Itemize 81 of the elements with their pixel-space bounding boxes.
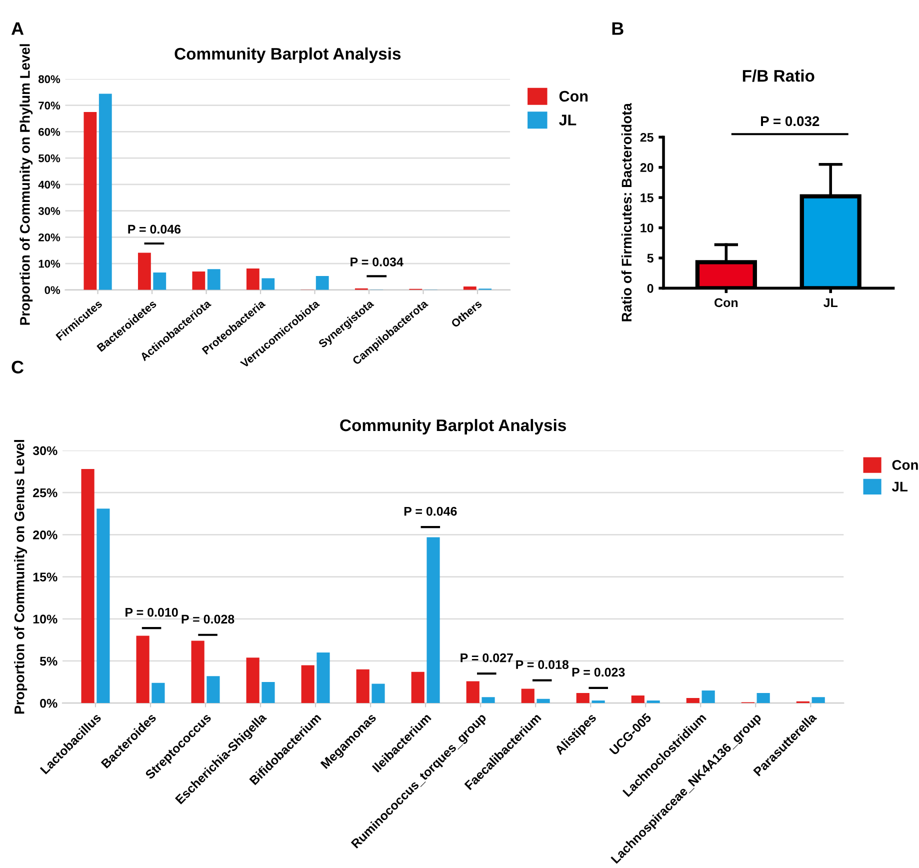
y-tick-label: 50%	[38, 154, 60, 162]
annotation: P = 0.027	[460, 653, 513, 662]
annotation: P = 0.034	[350, 257, 404, 266]
annotation: P = 0.046	[128, 224, 181, 234]
annotation: P = 0.023	[572, 668, 625, 677]
bar	[702, 690, 715, 704]
bar	[316, 276, 329, 290]
text: B	[612, 22, 624, 35]
y-tick-label: 70%	[38, 102, 60, 110]
y-tick-label: 10	[640, 224, 654, 232]
bar	[207, 269, 220, 290]
bar	[262, 278, 275, 290]
y-tick-label: 20	[640, 163, 654, 172]
legend-label: JL	[892, 482, 908, 492]
x-tick-label: Con	[714, 298, 738, 308]
y-tick-label: 40%	[38, 180, 60, 189]
y-tick-label: 30%	[38, 207, 60, 215]
text: P = 0.032	[761, 116, 820, 126]
y-tick-label: 5	[647, 254, 654, 263]
x-tick-label: JL	[824, 298, 838, 308]
bar	[153, 272, 166, 290]
bar	[686, 698, 700, 704]
bar	[576, 692, 590, 704]
bar	[84, 112, 97, 290]
bar	[466, 681, 480, 704]
bar	[192, 271, 206, 290]
y-axis-title: Proportion of Community on Genus Level	[14, 440, 28, 714]
bar	[356, 669, 370, 704]
bar	[812, 697, 825, 704]
y-tick-label: 15	[640, 193, 654, 202]
bar	[191, 640, 204, 704]
y-tick-label: 25	[640, 132, 654, 142]
y-tick-label: 0	[647, 284, 654, 293]
y-tick-label: 20%	[38, 233, 60, 242]
y-tick-label: 15%	[33, 572, 58, 582]
y-tick-label: 80%	[38, 75, 60, 84]
annotation: P = 0.046	[404, 506, 457, 516]
y-tick-label: 25%	[33, 488, 58, 498]
y-tick-label: 30%	[32, 446, 58, 456]
bar	[316, 652, 330, 704]
bar	[482, 697, 495, 704]
y-tick-label: 10%	[33, 614, 58, 624]
chart-title: F/B Ratio	[742, 70, 814, 82]
annotation: P = 0.028	[182, 614, 234, 624]
bar	[411, 672, 424, 704]
bar	[152, 682, 165, 704]
y-tick-label: 5%	[40, 656, 58, 666]
text: A	[11, 22, 24, 35]
bar	[246, 658, 260, 704]
y-tick-label: 0%	[40, 698, 58, 708]
bar	[136, 636, 150, 704]
y-tick-label: 60%	[38, 128, 60, 136]
y-axis-title: Ratio of Firmicutes: Bacteroidota	[621, 102, 632, 322]
y-tick-label: 10%	[38, 260, 60, 268]
bar	[262, 682, 275, 704]
text: C	[12, 360, 24, 374]
annotation: P = 0.010	[126, 608, 178, 617]
bar	[592, 700, 605, 704]
annotation: P = 0.018	[516, 660, 569, 670]
bar	[536, 698, 550, 704]
bar	[426, 537, 440, 704]
bar	[206, 676, 220, 704]
bar	[301, 665, 314, 704]
bar	[96, 508, 110, 704]
bar	[631, 696, 644, 704]
y-tick-label: 20%	[33, 530, 58, 540]
bar	[521, 688, 534, 704]
bar	[138, 252, 151, 290]
bar	[756, 692, 770, 704]
legend-label: JL	[559, 114, 576, 126]
bar	[372, 684, 385, 704]
bar	[646, 700, 660, 704]
bar	[246, 268, 260, 290]
legend-label: Con	[559, 90, 588, 102]
y-axis-title: Proportion of Community on Phylum Level	[20, 44, 33, 325]
chart-title: Community Barplot Analysis	[174, 47, 401, 63]
legend-label: Con	[892, 460, 918, 470]
y-tick-label: 0%	[44, 286, 60, 294]
bar	[81, 469, 94, 704]
chart-title: Community Barplot Analysis	[340, 418, 566, 435]
bar	[98, 94, 112, 290]
